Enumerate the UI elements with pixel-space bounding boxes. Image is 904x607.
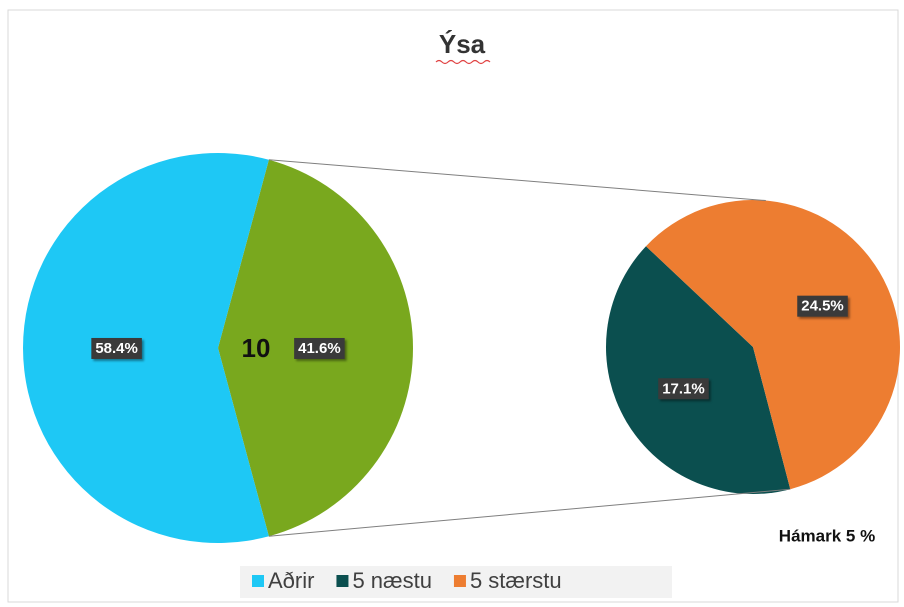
data-label: 41.6% (298, 340, 341, 357)
data-label-box (658, 378, 709, 400)
data-label: 24.5% (801, 298, 844, 315)
pie-slice (22, 153, 269, 543)
connector-line (268, 159, 766, 202)
connector-line (268, 488, 791, 537)
legend: Aðrir 5 næstu 5 stærstu (252, 568, 562, 593)
annotation: 10 (242, 333, 271, 363)
data-label-box (91, 337, 142, 359)
spell-underline (435, 59, 491, 65)
legend-label: 5 næstu (352, 568, 432, 593)
legend-swatch (252, 575, 264, 587)
annotation: Hámark 5 % (779, 526, 875, 545)
legend-swatch (453, 575, 466, 587)
legend-label: 5 stærstu (470, 568, 562, 593)
pie-slice (606, 246, 791, 494)
data-label-box (294, 337, 345, 359)
chart-title: Ýsa (439, 29, 486, 59)
data-label: 17.1% (662, 380, 705, 397)
data-label: 58.4% (95, 340, 138, 357)
pie-slice (645, 199, 900, 490)
legend-label: Aðrir (268, 568, 314, 593)
data-label-box (797, 295, 848, 317)
legend-swatch (336, 575, 349, 587)
